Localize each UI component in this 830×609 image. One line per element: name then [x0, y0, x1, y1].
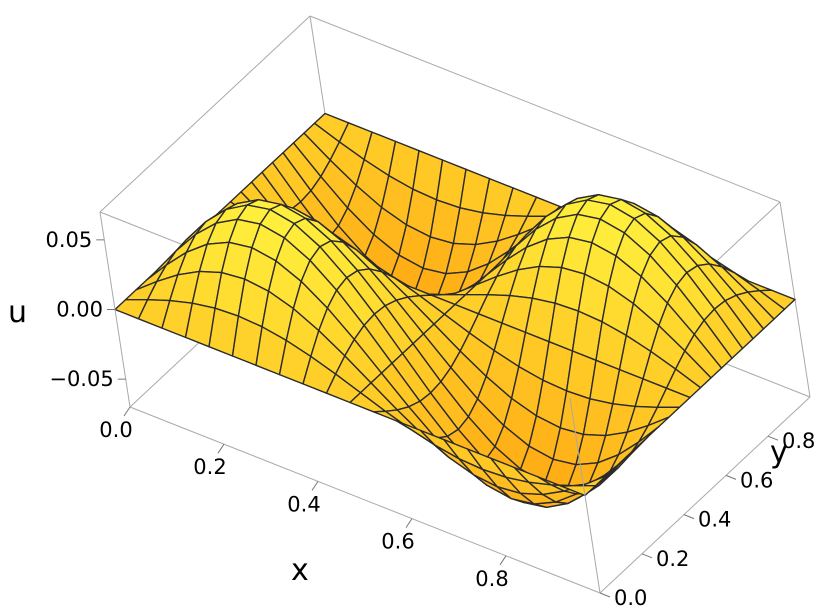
y-axis-label: y — [770, 435, 788, 470]
x-tick-label: 0.2 — [193, 455, 226, 479]
z-tick-label: −0.05 — [49, 367, 113, 391]
tick-mark — [217, 443, 225, 454]
tick-mark — [599, 592, 611, 598]
tick-mark — [767, 435, 779, 441]
surface-cell — [560, 485, 597, 497]
box-edge — [99, 15, 311, 213]
x-tick-label: 0.0 — [99, 418, 132, 442]
y-tick-label: 0.2 — [656, 547, 689, 571]
surface — [114, 112, 796, 508]
tick-mark — [641, 553, 653, 559]
x-tick-label: 0.8 — [475, 567, 508, 591]
bounding-box-front — [99, 211, 811, 594]
tick-mark — [123, 406, 131, 417]
z-tick-label: 0.05 — [46, 228, 93, 252]
y-tick-label: 0.0 — [614, 586, 647, 609]
y-tick-label: 0.6 — [740, 468, 773, 492]
x-tick-label: 0.6 — [381, 530, 414, 554]
tick-mark — [499, 555, 507, 566]
z-tick-label: 0.00 — [56, 298, 103, 322]
axis-ticks: 0.0 0.2 0.4 0.6 0.8 0.0 0.2 0.4 0.6 0.8 −0.05 0.00 0… — [46, 228, 816, 609]
y-tick-label: 0.4 — [698, 508, 731, 532]
tick-mark — [725, 474, 737, 480]
box-edge — [309, 15, 781, 203]
x-tick-label: 0.4 — [287, 492, 320, 516]
box-edge — [569, 397, 601, 594]
tick-mark — [683, 514, 695, 520]
z-axis-label: u — [8, 295, 27, 330]
tick-mark — [405, 518, 413, 528]
box-edge — [129, 406, 601, 594]
y-tick-label: 0.8 — [782, 429, 815, 453]
box-edge — [599, 396, 811, 594]
tick-mark — [311, 481, 319, 491]
x-axis-label: x — [291, 553, 309, 588]
